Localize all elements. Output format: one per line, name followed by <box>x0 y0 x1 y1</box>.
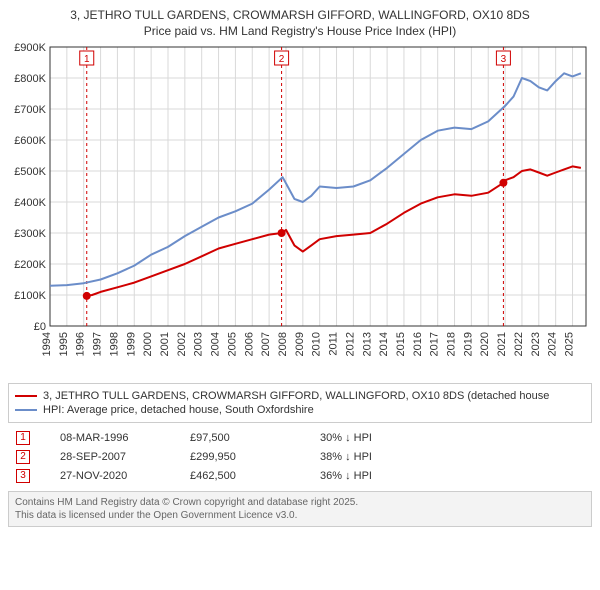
svg-text:2022: 2022 <box>513 332 525 356</box>
legend-label: HPI: Average price, detached house, Sout… <box>43 404 314 416</box>
svg-text:£600K: £600K <box>14 135 46 147</box>
svg-text:2001: 2001 <box>159 332 171 356</box>
marker-row-2: 2 28-SEP-2007 £299,950 38% ↓ HPI <box>8 450 592 464</box>
svg-text:2005: 2005 <box>226 332 238 356</box>
svg-text:£500K: £500K <box>14 166 46 178</box>
marker-badge-icon: 2 <box>16 450 30 464</box>
svg-text:1998: 1998 <box>108 332 120 356</box>
legend-label: 3, JETHRO TULL GARDENS, CROWMARSH GIFFOR… <box>43 390 549 402</box>
svg-text:1999: 1999 <box>125 332 137 356</box>
svg-text:2016: 2016 <box>412 332 424 356</box>
svg-text:2011: 2011 <box>328 332 340 356</box>
svg-text:£900K: £900K <box>14 42 46 54</box>
svg-text:2013: 2013 <box>361 332 373 356</box>
line-chart-svg: £0 £100K £200K £300K £400K £500K £600K £700K £80… <box>8 39 592 374</box>
svg-text:2017: 2017 <box>429 332 441 356</box>
svg-text:£700K: £700K <box>14 104 46 116</box>
title-line1: 3, JETHRO TULL GARDENS, CROWMARSH GIFFOR… <box>8 8 592 24</box>
svg-text:£300K: £300K <box>14 228 46 240</box>
svg-text:1996: 1996 <box>75 332 87 356</box>
svg-text:1997: 1997 <box>92 332 104 356</box>
legend-swatch-icon <box>15 395 37 397</box>
svg-text:2014: 2014 <box>378 332 390 356</box>
svg-text:1994: 1994 <box>41 332 53 356</box>
marker-price: £299,950 <box>190 451 290 463</box>
svg-text:2003: 2003 <box>193 332 205 356</box>
chart-title: 3, JETHRO TULL GARDENS, CROWMARSH GIFFOR… <box>8 8 592 39</box>
marker-delta: 30% ↓ HPI <box>320 432 420 444</box>
marker-price: £97,500 <box>190 432 290 444</box>
marker-price: £462,500 <box>190 470 290 482</box>
legend-swatch-icon <box>15 409 37 411</box>
marker-row-3: 3 27-NOV-2020 £462,500 36% ↓ HPI <box>8 469 592 483</box>
legend-row-property: 3, JETHRO TULL GARDENS, CROWMARSH GIFFOR… <box>15 390 585 402</box>
footer-attribution: Contains HM Land Registry data © Crown c… <box>8 491 592 527</box>
marker-delta: 38% ↓ HPI <box>320 451 420 463</box>
svg-text:2019: 2019 <box>462 332 474 356</box>
marker-table: 1 08-MAR-1996 £97,500 30% ↓ HPI 2 28-SEP… <box>8 431 592 483</box>
title-line2: Price paid vs. HM Land Registry's House … <box>8 24 592 40</box>
svg-text:2006: 2006 <box>243 332 255 356</box>
marker-badge-icon: 1 <box>16 431 30 445</box>
svg-text:2010: 2010 <box>311 332 323 356</box>
svg-text:2018: 2018 <box>446 332 458 356</box>
marker-date: 28-SEP-2007 <box>60 451 160 463</box>
svg-text:2020: 2020 <box>479 332 491 356</box>
svg-text:2004: 2004 <box>210 332 222 356</box>
chart-area: £0 £100K £200K £300K £400K £500K £600K £700K £80… <box>8 39 592 377</box>
svg-text:2008: 2008 <box>277 332 289 356</box>
marker-date: 27-NOV-2020 <box>60 470 160 482</box>
svg-text:£100K: £100K <box>14 290 46 302</box>
svg-text:£400K: £400K <box>14 197 46 209</box>
legend: 3, JETHRO TULL GARDENS, CROWMARSH GIFFOR… <box>8 383 592 423</box>
svg-text:2015: 2015 <box>395 332 407 356</box>
svg-text:3: 3 <box>501 54 507 65</box>
svg-text:£0: £0 <box>34 321 46 333</box>
svg-text:2012: 2012 <box>344 332 356 356</box>
svg-text:1: 1 <box>84 54 90 65</box>
footer-line2: This data is licensed under the Open Gov… <box>15 509 585 522</box>
svg-text:2024: 2024 <box>547 332 559 356</box>
marker-delta: 36% ↓ HPI <box>320 470 420 482</box>
svg-text:2: 2 <box>279 54 285 65</box>
svg-text:2002: 2002 <box>176 332 188 356</box>
marker-date: 08-MAR-1996 <box>60 432 160 444</box>
svg-text:2007: 2007 <box>260 332 272 356</box>
svg-text:2025: 2025 <box>564 332 576 356</box>
svg-text:2009: 2009 <box>294 332 306 356</box>
footer-line1: Contains HM Land Registry data © Crown c… <box>15 496 585 509</box>
svg-text:1995: 1995 <box>58 332 70 356</box>
svg-text:£800K: £800K <box>14 73 46 85</box>
svg-text:2021: 2021 <box>496 332 508 356</box>
marker-badge-icon: 3 <box>16 469 30 483</box>
marker-row-1: 1 08-MAR-1996 £97,500 30% ↓ HPI <box>8 431 592 445</box>
svg-text:£200K: £200K <box>14 259 46 271</box>
legend-row-hpi: HPI: Average price, detached house, Sout… <box>15 404 585 416</box>
svg-text:2023: 2023 <box>530 332 542 356</box>
svg-text:2000: 2000 <box>142 332 154 356</box>
